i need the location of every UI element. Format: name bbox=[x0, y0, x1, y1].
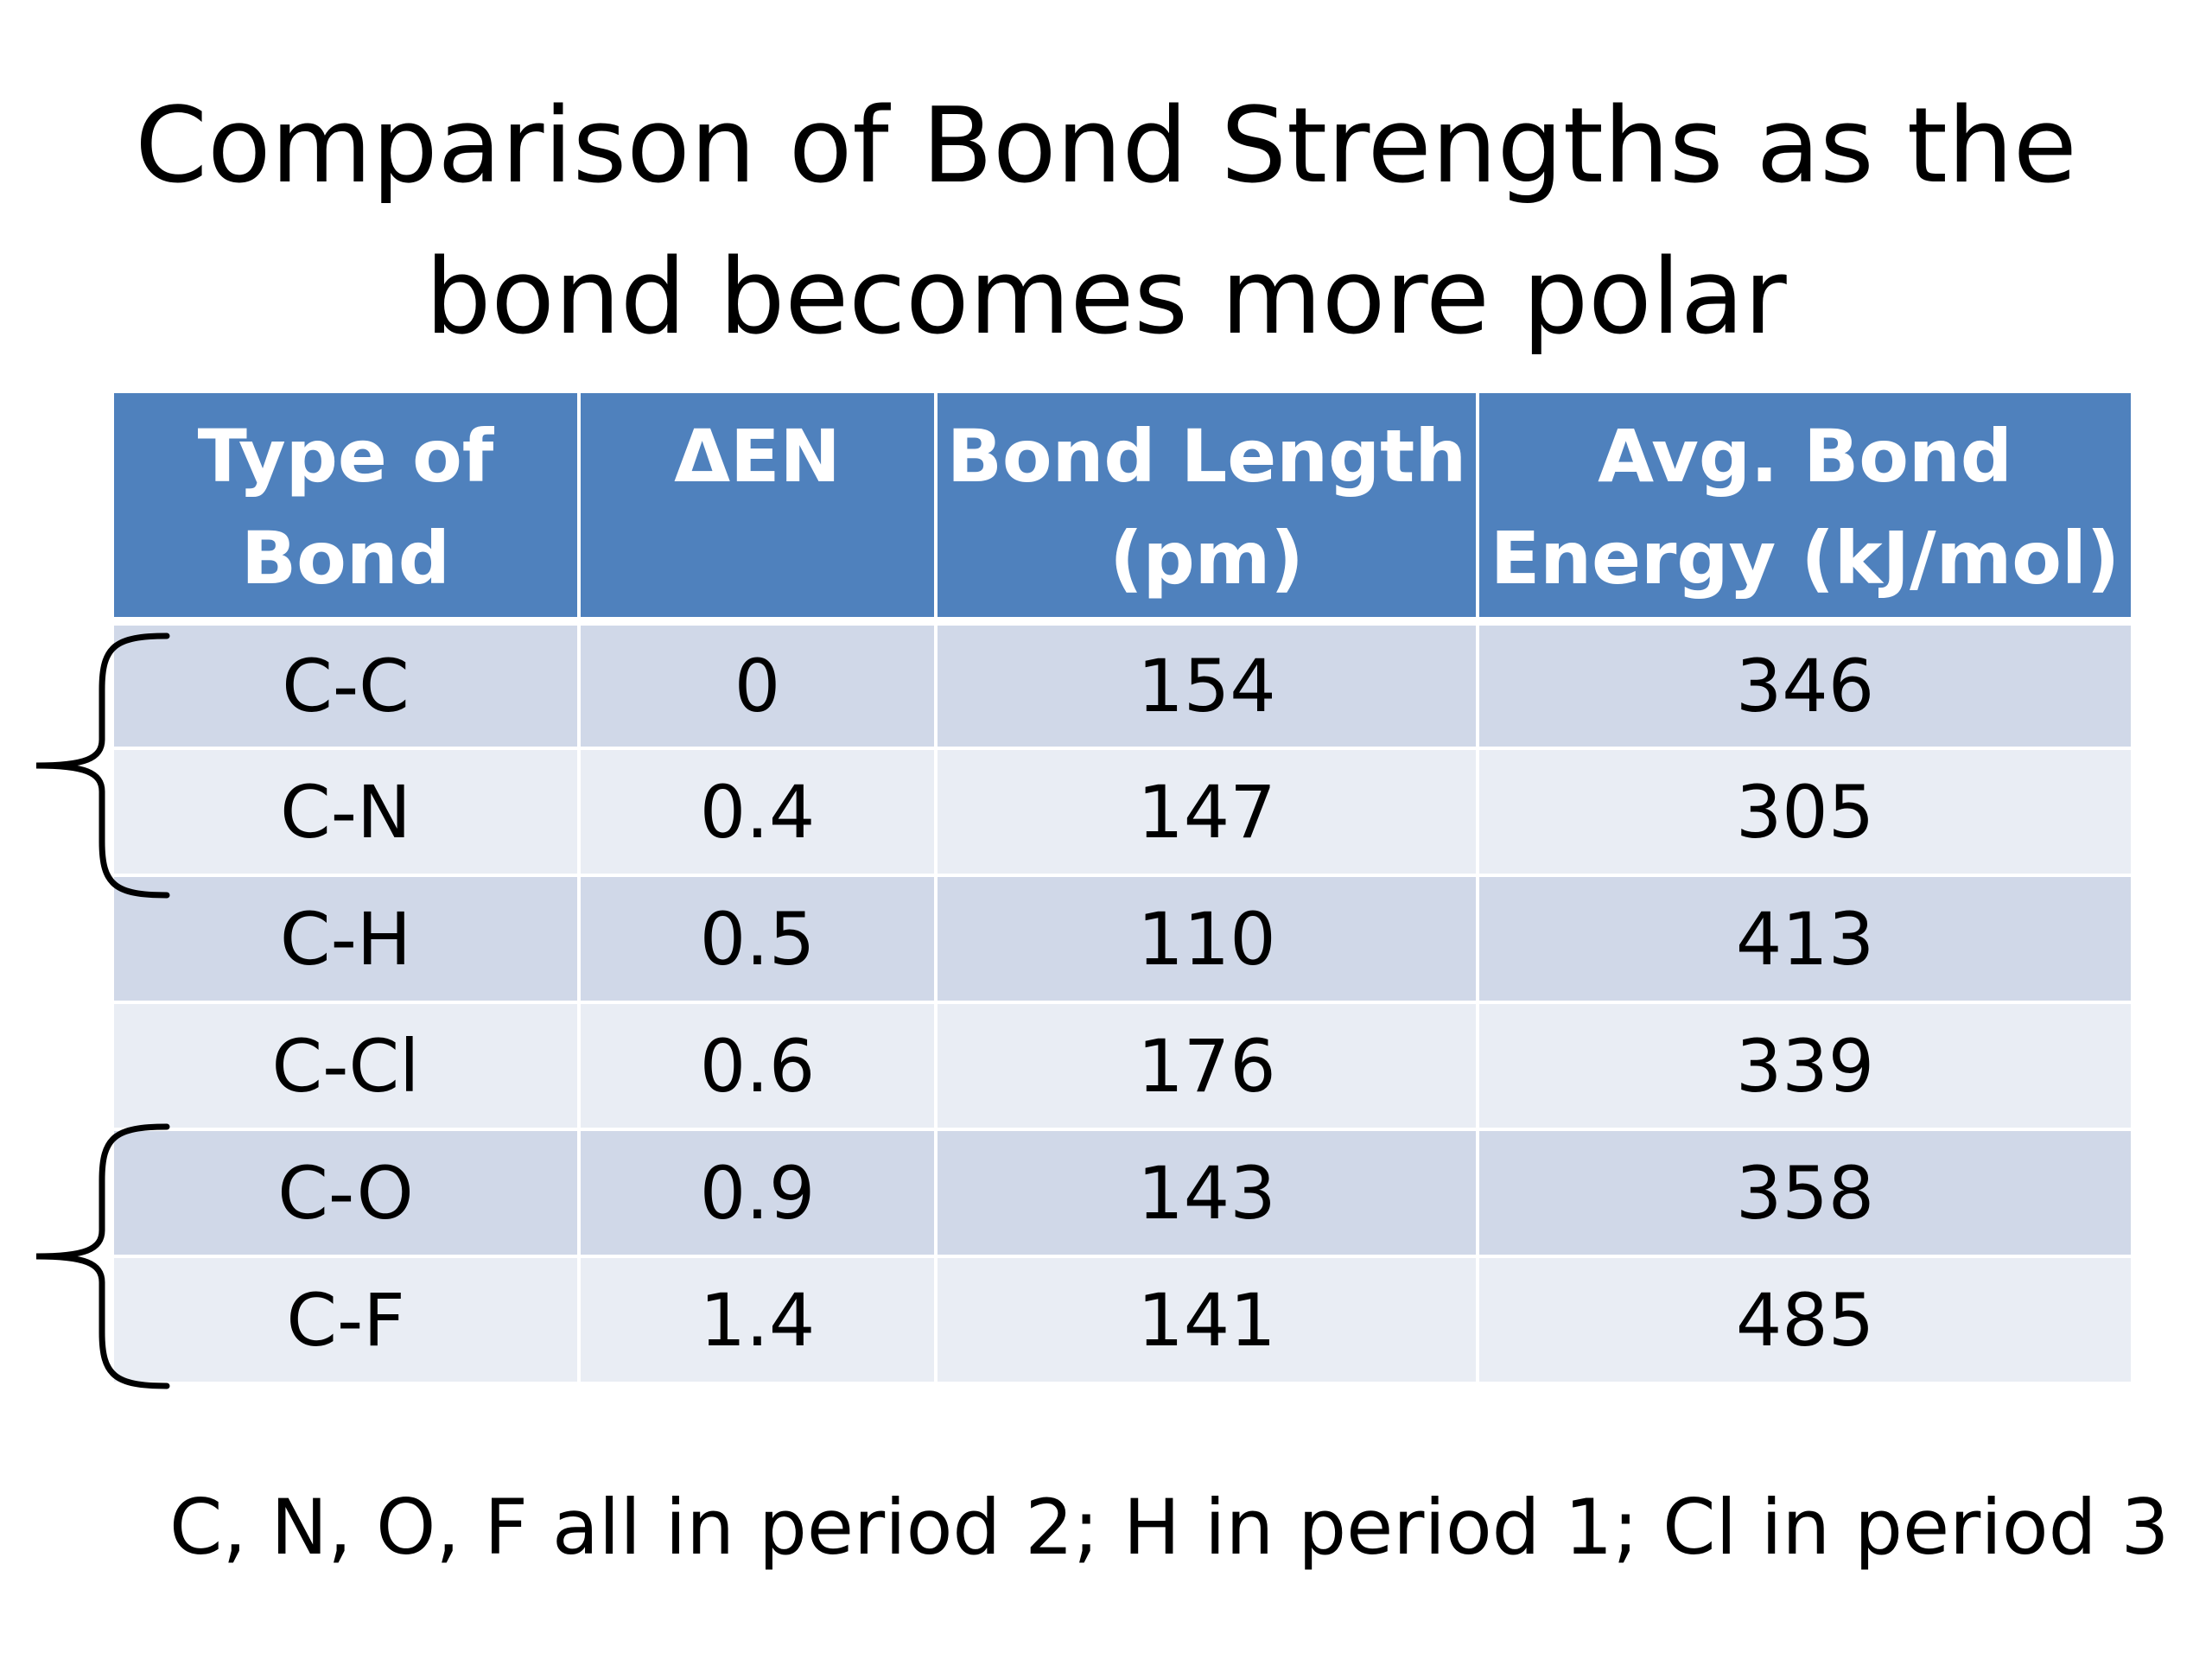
title-line-1: Comparison of Bond Strengths as the bbox=[135, 86, 2077, 207]
left-brace-icon bbox=[35, 1123, 170, 1389]
bond-type-cell: C-Cl bbox=[114, 1002, 581, 1131]
bond-energy-cell: 339 bbox=[1478, 1002, 2131, 1131]
bond-energy-cell: 358 bbox=[1478, 1129, 2131, 1258]
delta-en-cell: 0.9 bbox=[579, 1129, 938, 1258]
header-avg-bond-energy: Avg. Bond Energy (kJ/mol) bbox=[1478, 393, 2131, 626]
header-bond-length: Bond Length (pm) bbox=[936, 393, 1479, 626]
bond-length-cell: 110 bbox=[936, 875, 1479, 1004]
slide-title: Comparison of Bond Strengths as the bond… bbox=[0, 71, 2212, 373]
bond-type-cell: C-O bbox=[114, 1129, 581, 1258]
delta-en-cell: 0.5 bbox=[579, 875, 938, 1004]
left-brace-icon bbox=[35, 632, 170, 899]
bond-length-cell: 176 bbox=[936, 1002, 1479, 1131]
bond-energy-cell: 346 bbox=[1478, 621, 2131, 750]
table-row: C-F 1.4 141 485 bbox=[114, 1256, 2131, 1385]
bond-length-cell: 154 bbox=[936, 621, 1479, 750]
bond-type-cell: C-H bbox=[114, 875, 581, 1004]
bond-energy-cell: 485 bbox=[1478, 1256, 2131, 1385]
bond-type-cell: C-N bbox=[114, 748, 581, 877]
bond-comparison-table: Type of Bond ΔEN Bond Length (pm) Avg. B… bbox=[114, 393, 2131, 1385]
table-row: C-Cl 0.6 176 339 bbox=[114, 1002, 2131, 1131]
footnote: C, N, O, F all in period 2; H in period … bbox=[169, 1483, 2170, 1572]
delta-en-cell: 0.4 bbox=[579, 748, 938, 877]
table-row: C-H 0.5 110 413 bbox=[114, 875, 2131, 1004]
delta-en-cell: 1.4 bbox=[579, 1256, 938, 1385]
bond-type-cell: C-C bbox=[114, 621, 581, 750]
bond-length-cell: 141 bbox=[936, 1256, 1479, 1385]
table-row: C-C 0 154 346 bbox=[114, 621, 2131, 750]
table-header-row: Type of Bond ΔEN Bond Length (pm) Avg. B… bbox=[114, 393, 2131, 626]
bond-length-cell: 143 bbox=[936, 1129, 1479, 1258]
header-delta-en: ΔEN bbox=[579, 393, 938, 626]
bond-energy-cell: 305 bbox=[1478, 748, 2131, 877]
bond-length-cell: 147 bbox=[936, 748, 1479, 877]
table-row: C-N 0.4 147 305 bbox=[114, 748, 2131, 877]
title-line-2: bond becomes more polar bbox=[425, 238, 1787, 358]
header-type-of-bond: Type of Bond bbox=[114, 393, 581, 626]
bond-energy-cell: 413 bbox=[1478, 875, 2131, 1004]
table-row: C-O 0.9 143 358 bbox=[114, 1129, 2131, 1258]
delta-en-cell: 0 bbox=[579, 621, 938, 750]
bond-type-cell: C-F bbox=[114, 1256, 581, 1385]
delta-en-cell: 0.6 bbox=[579, 1002, 938, 1131]
